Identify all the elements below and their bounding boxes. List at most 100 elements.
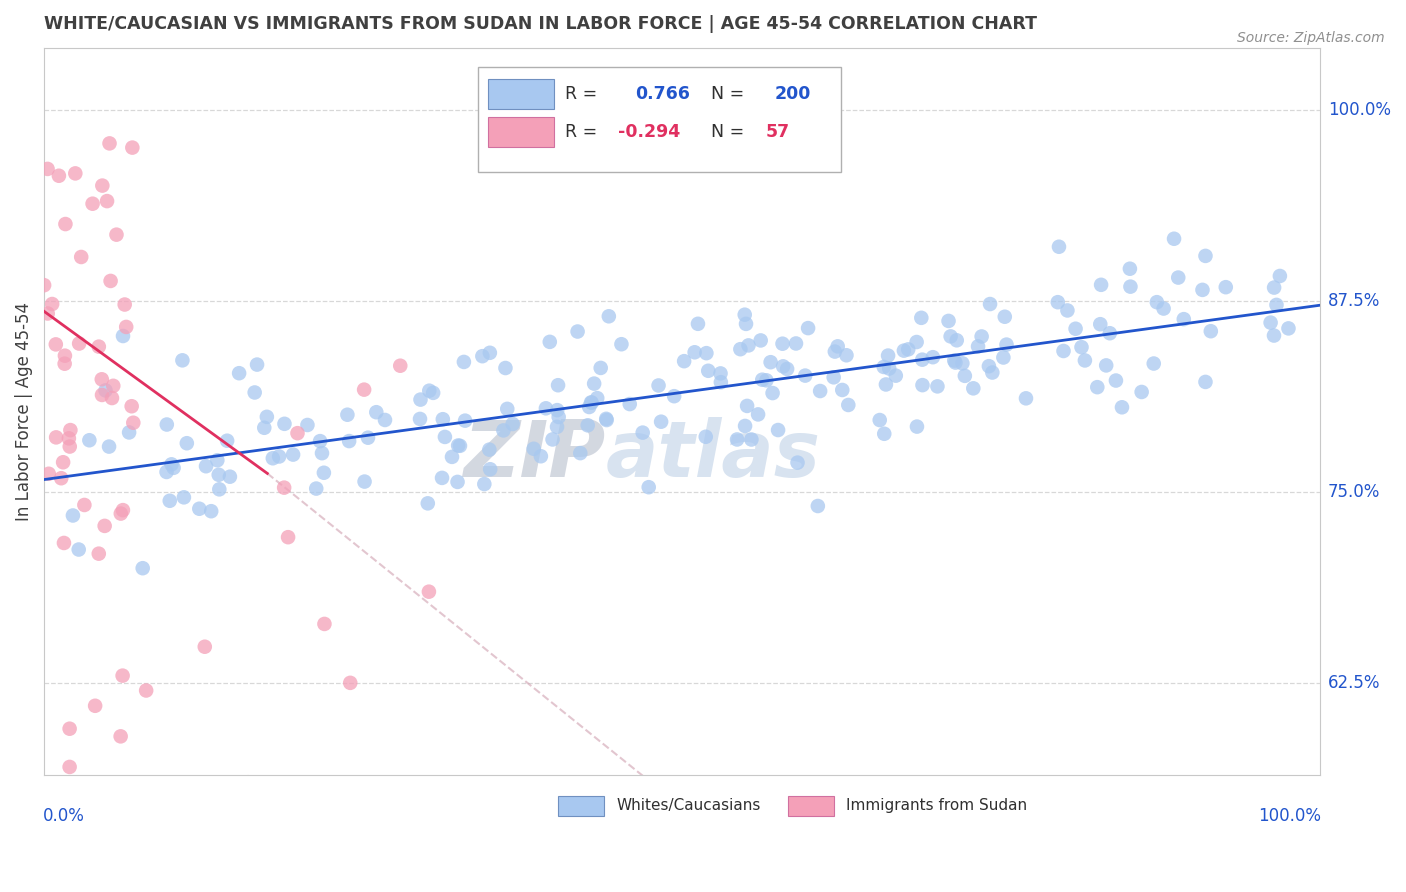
Point — [583, 376, 606, 391]
Point — [1268, 268, 1291, 283]
Point — [1167, 270, 1189, 285]
Point — [110, 507, 132, 521]
Point — [312, 466, 335, 480]
FancyBboxPatch shape — [488, 78, 554, 110]
Point — [772, 359, 794, 374]
Point — [418, 584, 440, 599]
Point — [1046, 295, 1069, 310]
Point — [59, 440, 82, 454]
Point — [939, 329, 962, 343]
Point — [114, 297, 136, 311]
Text: Source: ZipAtlas.com: Source: ZipAtlas.com — [1237, 31, 1385, 45]
Point — [1191, 283, 1213, 297]
Point — [160, 458, 183, 472]
Point — [943, 353, 966, 368]
FancyBboxPatch shape — [787, 796, 834, 816]
Point — [67, 542, 90, 557]
Point — [786, 456, 808, 470]
Point — [1277, 321, 1299, 335]
Point — [1111, 401, 1133, 415]
Point — [472, 477, 495, 491]
Point — [1263, 280, 1285, 294]
Point — [339, 676, 361, 690]
Point — [1098, 326, 1121, 341]
Point — [1215, 280, 1237, 294]
Point — [807, 499, 830, 513]
Text: N =: N = — [711, 86, 744, 103]
Point — [869, 413, 891, 427]
Point — [478, 442, 501, 457]
Point — [734, 419, 756, 434]
Text: Immigrants from Sudan: Immigrants from Sudan — [846, 798, 1028, 814]
Point — [409, 392, 432, 407]
Point — [755, 373, 778, 387]
Point — [502, 417, 524, 431]
Point — [492, 424, 515, 438]
Point — [977, 359, 1000, 374]
Point — [877, 349, 900, 363]
FancyBboxPatch shape — [558, 796, 605, 816]
Point — [194, 640, 217, 654]
Point — [91, 388, 114, 402]
Point — [281, 448, 304, 462]
Point — [59, 722, 82, 736]
Point — [219, 469, 242, 483]
Point — [447, 438, 470, 452]
Point — [309, 434, 332, 449]
Point — [1163, 232, 1185, 246]
Point — [735, 399, 758, 413]
Point — [115, 320, 138, 334]
Point — [90, 372, 112, 386]
Point — [725, 433, 748, 447]
Point — [432, 412, 454, 426]
Point — [546, 420, 568, 434]
Point — [409, 412, 432, 426]
Point — [938, 314, 960, 328]
Point — [683, 345, 706, 359]
Point — [893, 343, 915, 358]
Point — [87, 547, 110, 561]
Point — [87, 340, 110, 354]
Point — [93, 519, 115, 533]
Point — [970, 329, 993, 343]
Text: 100.0%: 100.0% — [1258, 807, 1322, 825]
Point — [877, 361, 900, 376]
Point — [950, 356, 973, 370]
Point — [79, 434, 101, 448]
Point — [1263, 328, 1285, 343]
Point — [581, 395, 603, 409]
Point — [785, 336, 807, 351]
Point — [994, 310, 1017, 324]
Point — [576, 418, 599, 433]
Point — [353, 383, 375, 397]
Point — [831, 383, 853, 397]
Point — [873, 359, 896, 374]
Point — [389, 359, 412, 373]
Point — [897, 343, 920, 357]
Point — [418, 384, 440, 398]
Point — [1090, 317, 1112, 331]
Point — [269, 450, 291, 464]
Text: -0.294: -0.294 — [619, 123, 681, 141]
Point — [1070, 340, 1092, 354]
Point — [52, 536, 75, 550]
Point — [534, 401, 557, 416]
Point — [208, 483, 231, 497]
Point — [55, 217, 77, 231]
Point — [314, 616, 336, 631]
Point — [589, 360, 612, 375]
Text: 87.5%: 87.5% — [1329, 292, 1381, 310]
Point — [1265, 298, 1288, 312]
Point — [1130, 384, 1153, 399]
Point — [82, 196, 104, 211]
Point — [122, 416, 145, 430]
Point — [195, 459, 218, 474]
Point — [827, 339, 849, 353]
Point — [962, 381, 984, 395]
Text: R =: R = — [565, 86, 596, 103]
Point — [546, 403, 568, 417]
Point — [794, 368, 817, 383]
Point — [65, 166, 87, 180]
Point — [835, 348, 858, 362]
Point — [94, 384, 117, 398]
